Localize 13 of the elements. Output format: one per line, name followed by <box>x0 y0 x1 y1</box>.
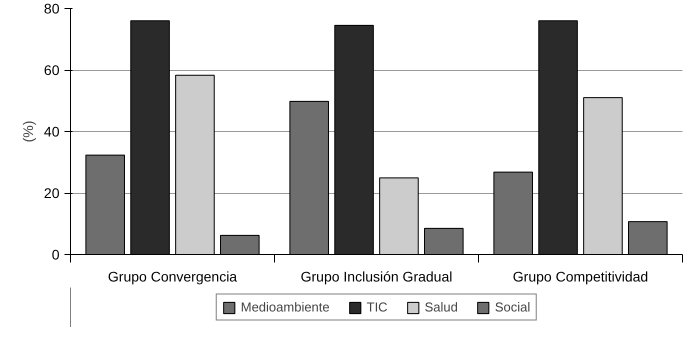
y-tick-label: 20 <box>44 185 60 201</box>
x-tick-label: Grupo Inclusión Gradual <box>300 268 452 284</box>
legend-label: Social <box>494 300 530 314</box>
y-tick-label: 60 <box>44 62 60 78</box>
y-tick-label: 40 <box>44 124 60 140</box>
x-tick-label: Grupo Convergencia <box>108 268 238 284</box>
y-tick-label: 0 <box>52 246 60 262</box>
legend-label: TIC <box>366 300 388 314</box>
y-axis-title: (%) <box>20 120 36 142</box>
legend-label: Medioambiente <box>240 300 330 314</box>
y-tick-label: 80 <box>44 0 60 16</box>
legend-label: Salud <box>424 300 458 314</box>
x-tick-label: Grupo Competitividad <box>512 268 648 284</box>
